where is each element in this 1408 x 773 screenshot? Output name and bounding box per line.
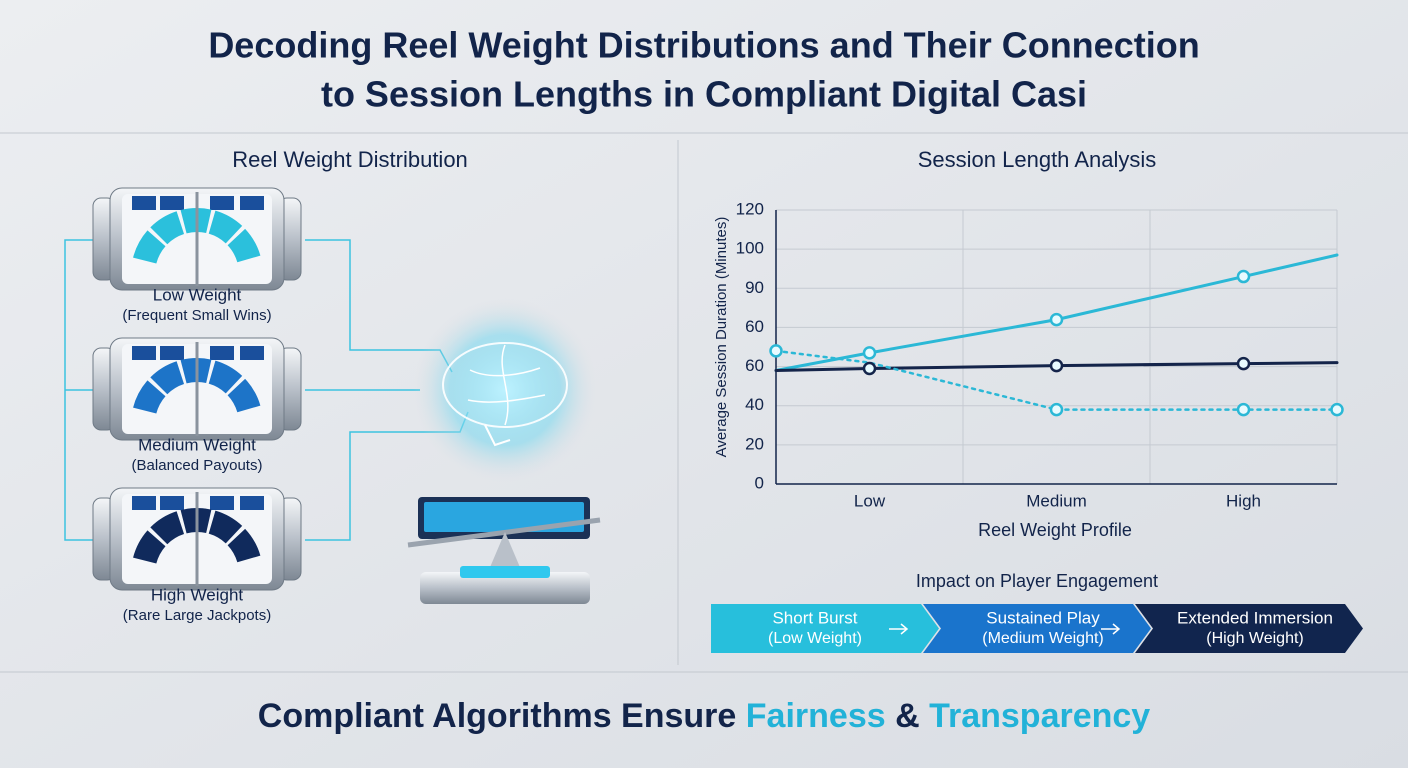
reel-label: Low Weight bbox=[153, 285, 242, 304]
footer-part: Compliant Algorithms Ensure bbox=[258, 697, 746, 735]
y-tick-label: 120 bbox=[736, 199, 764, 218]
reel-block bbox=[160, 496, 184, 510]
reel-block bbox=[240, 346, 264, 360]
data-point bbox=[862, 361, 877, 376]
gauge-segment bbox=[150, 211, 185, 245]
y-tick-label: 60 bbox=[745, 356, 764, 375]
x-tick-label: Low bbox=[854, 491, 886, 510]
footer-part: Fairness bbox=[746, 697, 886, 735]
reel-note: (Balanced Payouts) bbox=[132, 457, 263, 474]
y-tick-label: 40 bbox=[745, 395, 764, 414]
gauge-segment bbox=[227, 228, 261, 263]
footer: Compliant Algorithms Ensure Fairness & T… bbox=[258, 697, 1151, 735]
gauge-segment bbox=[208, 510, 243, 544]
y-tick-label: 20 bbox=[745, 434, 764, 453]
reel-block bbox=[132, 196, 156, 210]
scale-icon bbox=[407, 497, 601, 604]
data-point bbox=[1330, 402, 1344, 417]
x-tick-label: Medium bbox=[1026, 491, 1086, 510]
reel-note: (Frequent Small Wins) bbox=[122, 307, 271, 324]
engagement-step bbox=[923, 604, 1151, 653]
data-point bbox=[1236, 402, 1251, 417]
step-label: Short Burst bbox=[772, 608, 857, 627]
gauge-segment bbox=[133, 230, 166, 264]
x-axis-label: Reel Weight Profile bbox=[978, 520, 1132, 540]
data-point bbox=[1049, 312, 1064, 327]
reel-block bbox=[132, 496, 156, 510]
reel-block bbox=[240, 196, 264, 210]
reel bbox=[92, 337, 302, 441]
engagement-title: Impact on Player Engagement bbox=[916, 571, 1158, 591]
data-point bbox=[1236, 269, 1251, 284]
reel-block bbox=[132, 346, 156, 360]
gauge-segment bbox=[150, 361, 185, 395]
reel-block bbox=[210, 346, 234, 360]
reel-label: High Weight bbox=[151, 585, 244, 604]
reel bbox=[92, 187, 302, 291]
gauge-segment bbox=[208, 210, 243, 244]
reel-block bbox=[160, 346, 184, 360]
step-label: Extended Immersion bbox=[1177, 608, 1333, 627]
data-point bbox=[769, 344, 783, 358]
y-axis-label: Average Session Duration (Minutes) bbox=[713, 217, 730, 458]
x-tick-label: High bbox=[1226, 491, 1261, 510]
reel-note: (Rare Large Jackpots) bbox=[123, 607, 271, 624]
step-label: Sustained Play bbox=[986, 608, 1100, 627]
reel bbox=[92, 487, 302, 591]
reel-block bbox=[210, 496, 234, 510]
data-point bbox=[862, 346, 877, 360]
gauge-segment bbox=[150, 511, 185, 545]
step-note: (Low Weight) bbox=[768, 630, 862, 647]
y-tick-label: 100 bbox=[736, 239, 764, 258]
gauge-segment bbox=[133, 380, 166, 414]
reel-block bbox=[160, 196, 184, 210]
reel-block bbox=[240, 496, 264, 510]
y-tick-label: 0 bbox=[755, 473, 764, 492]
footer-part: Transparency bbox=[929, 697, 1150, 735]
title-line: to Session Lengths in Compliant Digital … bbox=[321, 74, 1087, 115]
step-arrow bbox=[889, 623, 909, 635]
data-point bbox=[1049, 402, 1064, 417]
brain-icon bbox=[413, 298, 597, 482]
step-arrow bbox=[1101, 623, 1121, 635]
chart-title: Session Length Analysis bbox=[918, 147, 1157, 172]
engagement-step bbox=[711, 604, 939, 653]
footer-part: & bbox=[886, 697, 929, 735]
y-tick-label: 90 bbox=[745, 278, 764, 297]
gauge-segment bbox=[227, 528, 261, 563]
engagement-step bbox=[1135, 604, 1363, 653]
reel-label: Medium Weight bbox=[138, 435, 256, 454]
gauge-segment bbox=[133, 530, 166, 564]
title-line: Decoding Reel Weight Distributions and T… bbox=[208, 25, 1199, 66]
data-point bbox=[1049, 358, 1064, 373]
gauge-segment bbox=[208, 360, 243, 394]
step-note: (Medium Weight) bbox=[982, 630, 1104, 647]
gauge-segment bbox=[227, 378, 261, 413]
data-point bbox=[1236, 356, 1251, 371]
y-tick-label: 60 bbox=[745, 317, 764, 336]
panel-title: Reel Weight Distribution bbox=[232, 147, 468, 172]
reel-block bbox=[210, 196, 234, 210]
step-note: (High Weight) bbox=[1206, 630, 1304, 647]
